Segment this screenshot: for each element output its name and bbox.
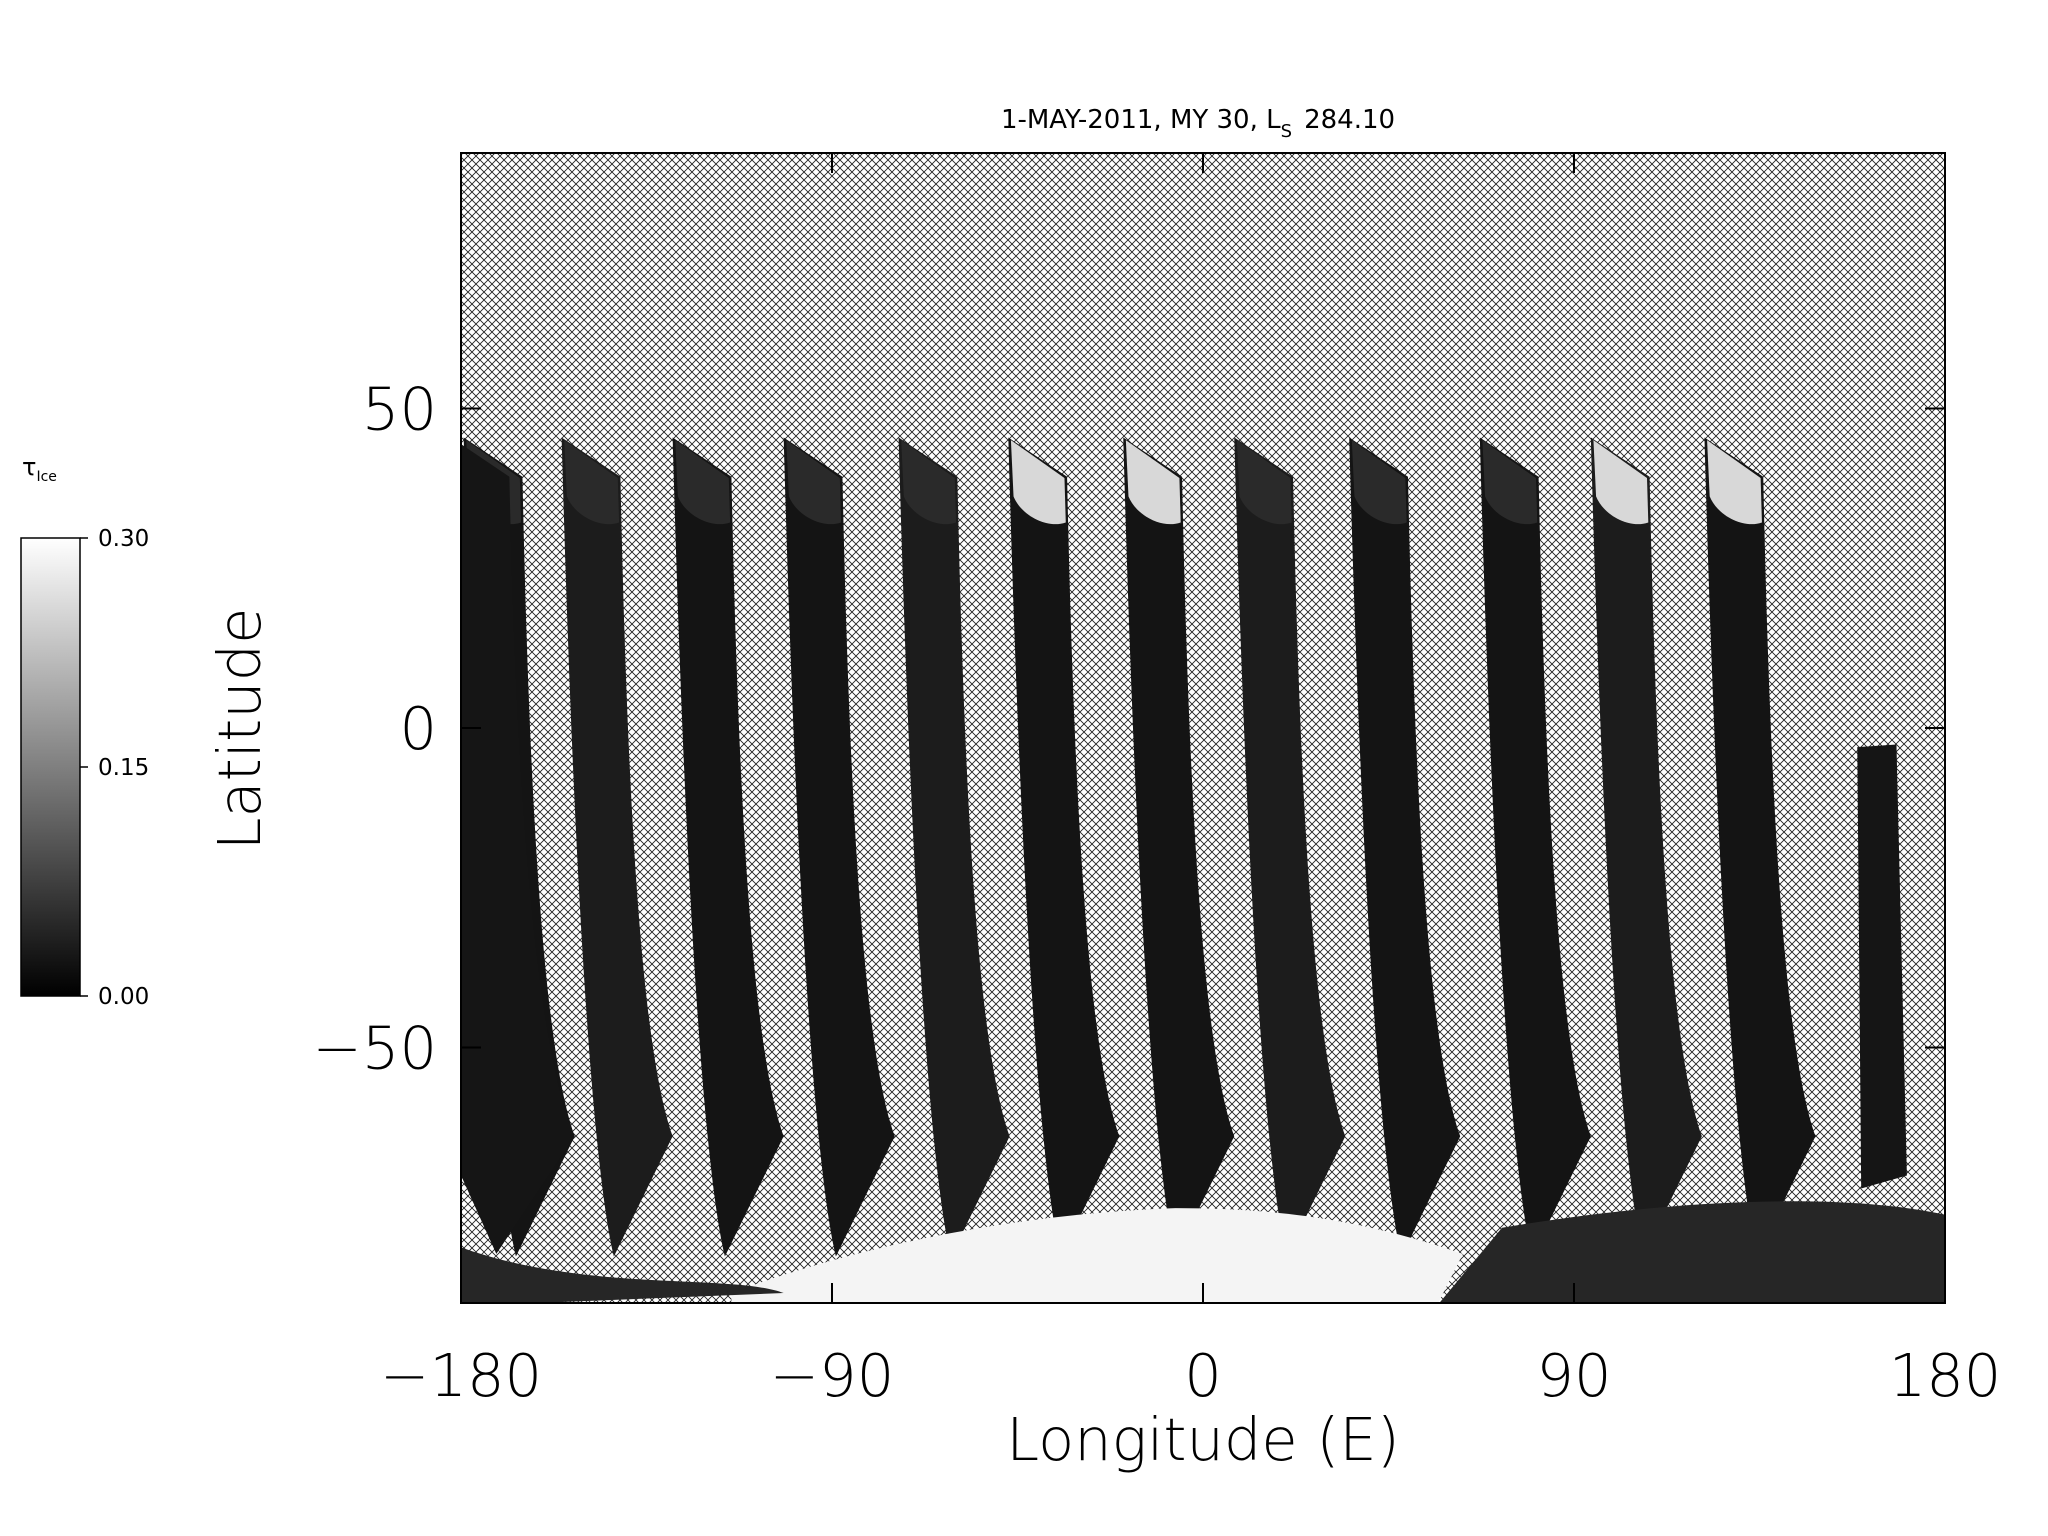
colorbar-label: τIce	[22, 453, 57, 485]
swath-bright-top	[1707, 440, 1762, 525]
swath	[898, 437, 1010, 1257]
swath-bright-top	[1593, 440, 1649, 525]
colorbar-subscript: Ice	[36, 469, 56, 485]
swath-bright-top	[1010, 440, 1066, 525]
swath	[1008, 437, 1120, 1257]
colorbar-tick-label: 0.30	[98, 526, 149, 552]
title-subscript: S	[1281, 121, 1292, 142]
swath-bright-top	[675, 440, 731, 525]
swath-bright-top	[1236, 440, 1292, 525]
y-tick-label: −50	[312, 1013, 437, 1082]
swath	[1590, 437, 1702, 1257]
colorbar-tick-label: 0.00	[98, 984, 149, 1010]
swath	[1479, 437, 1591, 1257]
x-axis-label: Longitude (E)	[1006, 1405, 1399, 1474]
polar-cap	[731, 1208, 1463, 1303]
swath	[1349, 437, 1461, 1257]
swath-bright-top	[564, 440, 620, 525]
swath	[561, 437, 673, 1257]
swath	[1123, 437, 1235, 1257]
x-tick-label: −90	[770, 1341, 895, 1410]
map-area	[461, 153, 1945, 1303]
title-text: 1-MAY-2011, MY 30, L	[1001, 105, 1281, 135]
swath-bright-top	[1482, 440, 1538, 525]
swath	[783, 437, 895, 1257]
y-axis-label: Latitude	[205, 608, 274, 851]
swath	[1234, 437, 1346, 1257]
colorbar	[20, 537, 81, 997]
swath	[461, 444, 575, 1254]
swath-bright-top	[901, 440, 957, 525]
colorbar-symbol: τ	[22, 453, 36, 481]
x-tick-label: −180	[380, 1341, 542, 1410]
swath-bright-top	[1351, 440, 1407, 525]
swath	[672, 437, 784, 1257]
chart-title: 1-MAY-2011, MY 30, LS 284.10	[1001, 105, 1395, 142]
swath	[1857, 744, 1907, 1189]
title-suffix: 284.10	[1304, 105, 1395, 135]
polar-dark	[461, 1201, 1945, 1303]
swaths	[461, 437, 1945, 1303]
swath	[1704, 437, 1816, 1257]
colorbar-tick-label: 0.15	[98, 755, 149, 781]
swath-bright-top	[786, 440, 842, 525]
y-tick-label: 50	[362, 375, 437, 444]
x-tick-label: 90	[1536, 1341, 1611, 1410]
y-tick-label: 0	[399, 694, 437, 763]
swath-bright-top	[1125, 440, 1181, 525]
x-tick-label: 180	[1889, 1341, 2002, 1410]
x-tick-label: 0	[1184, 1341, 1222, 1410]
